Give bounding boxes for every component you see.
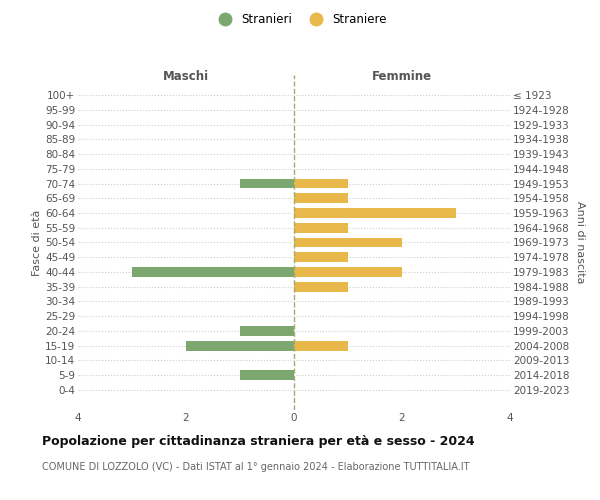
Text: Maschi: Maschi (163, 70, 209, 83)
Y-axis label: Fasce di età: Fasce di età (32, 210, 42, 276)
Bar (294, 282, 348, 292)
Bar (294, 178, 348, 188)
Bar (294, 238, 402, 248)
Bar (294, 223, 348, 232)
Bar (294, 341, 348, 350)
Text: Femmine: Femmine (372, 70, 432, 83)
Bar (294, 252, 348, 262)
Bar (240, 326, 294, 336)
Bar (186, 341, 294, 350)
Bar (294, 208, 456, 218)
Bar (240, 178, 294, 188)
Legend: Stranieri, Straniere: Stranieri, Straniere (208, 8, 392, 31)
Text: Popolazione per cittadinanza straniera per età e sesso - 2024: Popolazione per cittadinanza straniera p… (42, 435, 475, 448)
Text: COMUNE DI LOZZOLO (VC) - Dati ISTAT al 1° gennaio 2024 - Elaborazione TUTTITALIA: COMUNE DI LOZZOLO (VC) - Dati ISTAT al 1… (42, 462, 470, 472)
Bar (240, 370, 294, 380)
Y-axis label: Anni di nascita: Anni di nascita (575, 201, 585, 284)
Bar (294, 267, 402, 277)
Bar (294, 194, 348, 203)
Bar (132, 267, 294, 277)
